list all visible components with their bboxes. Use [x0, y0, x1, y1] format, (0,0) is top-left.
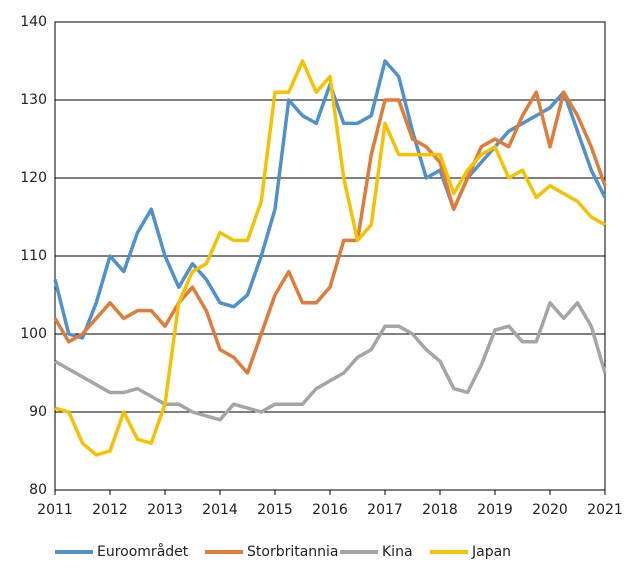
x-tick-label: 2017: [367, 502, 403, 518]
x-tick-label: 2015: [257, 502, 293, 518]
legend-label: Storbritannia: [247, 544, 339, 560]
series-line: [53, 59, 607, 340]
series-line: [54, 59, 606, 457]
x-tick-label: 2011: [37, 502, 73, 518]
y-tick-label: 100: [20, 326, 47, 342]
legend-label: Kina: [382, 544, 413, 560]
x-tick-label: 2019: [477, 502, 513, 518]
y-tick-label: 90: [29, 404, 47, 420]
x-tick-label: 2016: [312, 502, 348, 518]
y-tick-label: 120: [20, 170, 47, 186]
x-tick-label: 2018: [422, 502, 458, 518]
legend-label: Euroområdet: [97, 543, 189, 560]
x-tick-label: 2021: [587, 502, 623, 518]
series-line: [54, 301, 607, 422]
plot-frame: [54, 21, 606, 491]
y-tick-label: 80: [29, 482, 47, 498]
y-tick-label: 110: [20, 248, 47, 264]
x-tick-label: 2012: [92, 502, 128, 518]
y-tick-label: 130: [20, 92, 47, 108]
series-line: [53, 90, 607, 375]
y-tick-label: 140: [20, 14, 47, 30]
x-tick-label: 2014: [202, 502, 238, 518]
x-tick-label: 2020: [532, 502, 568, 518]
x-tick-label: 2013: [147, 502, 183, 518]
legend-label: Japan: [471, 544, 511, 560]
